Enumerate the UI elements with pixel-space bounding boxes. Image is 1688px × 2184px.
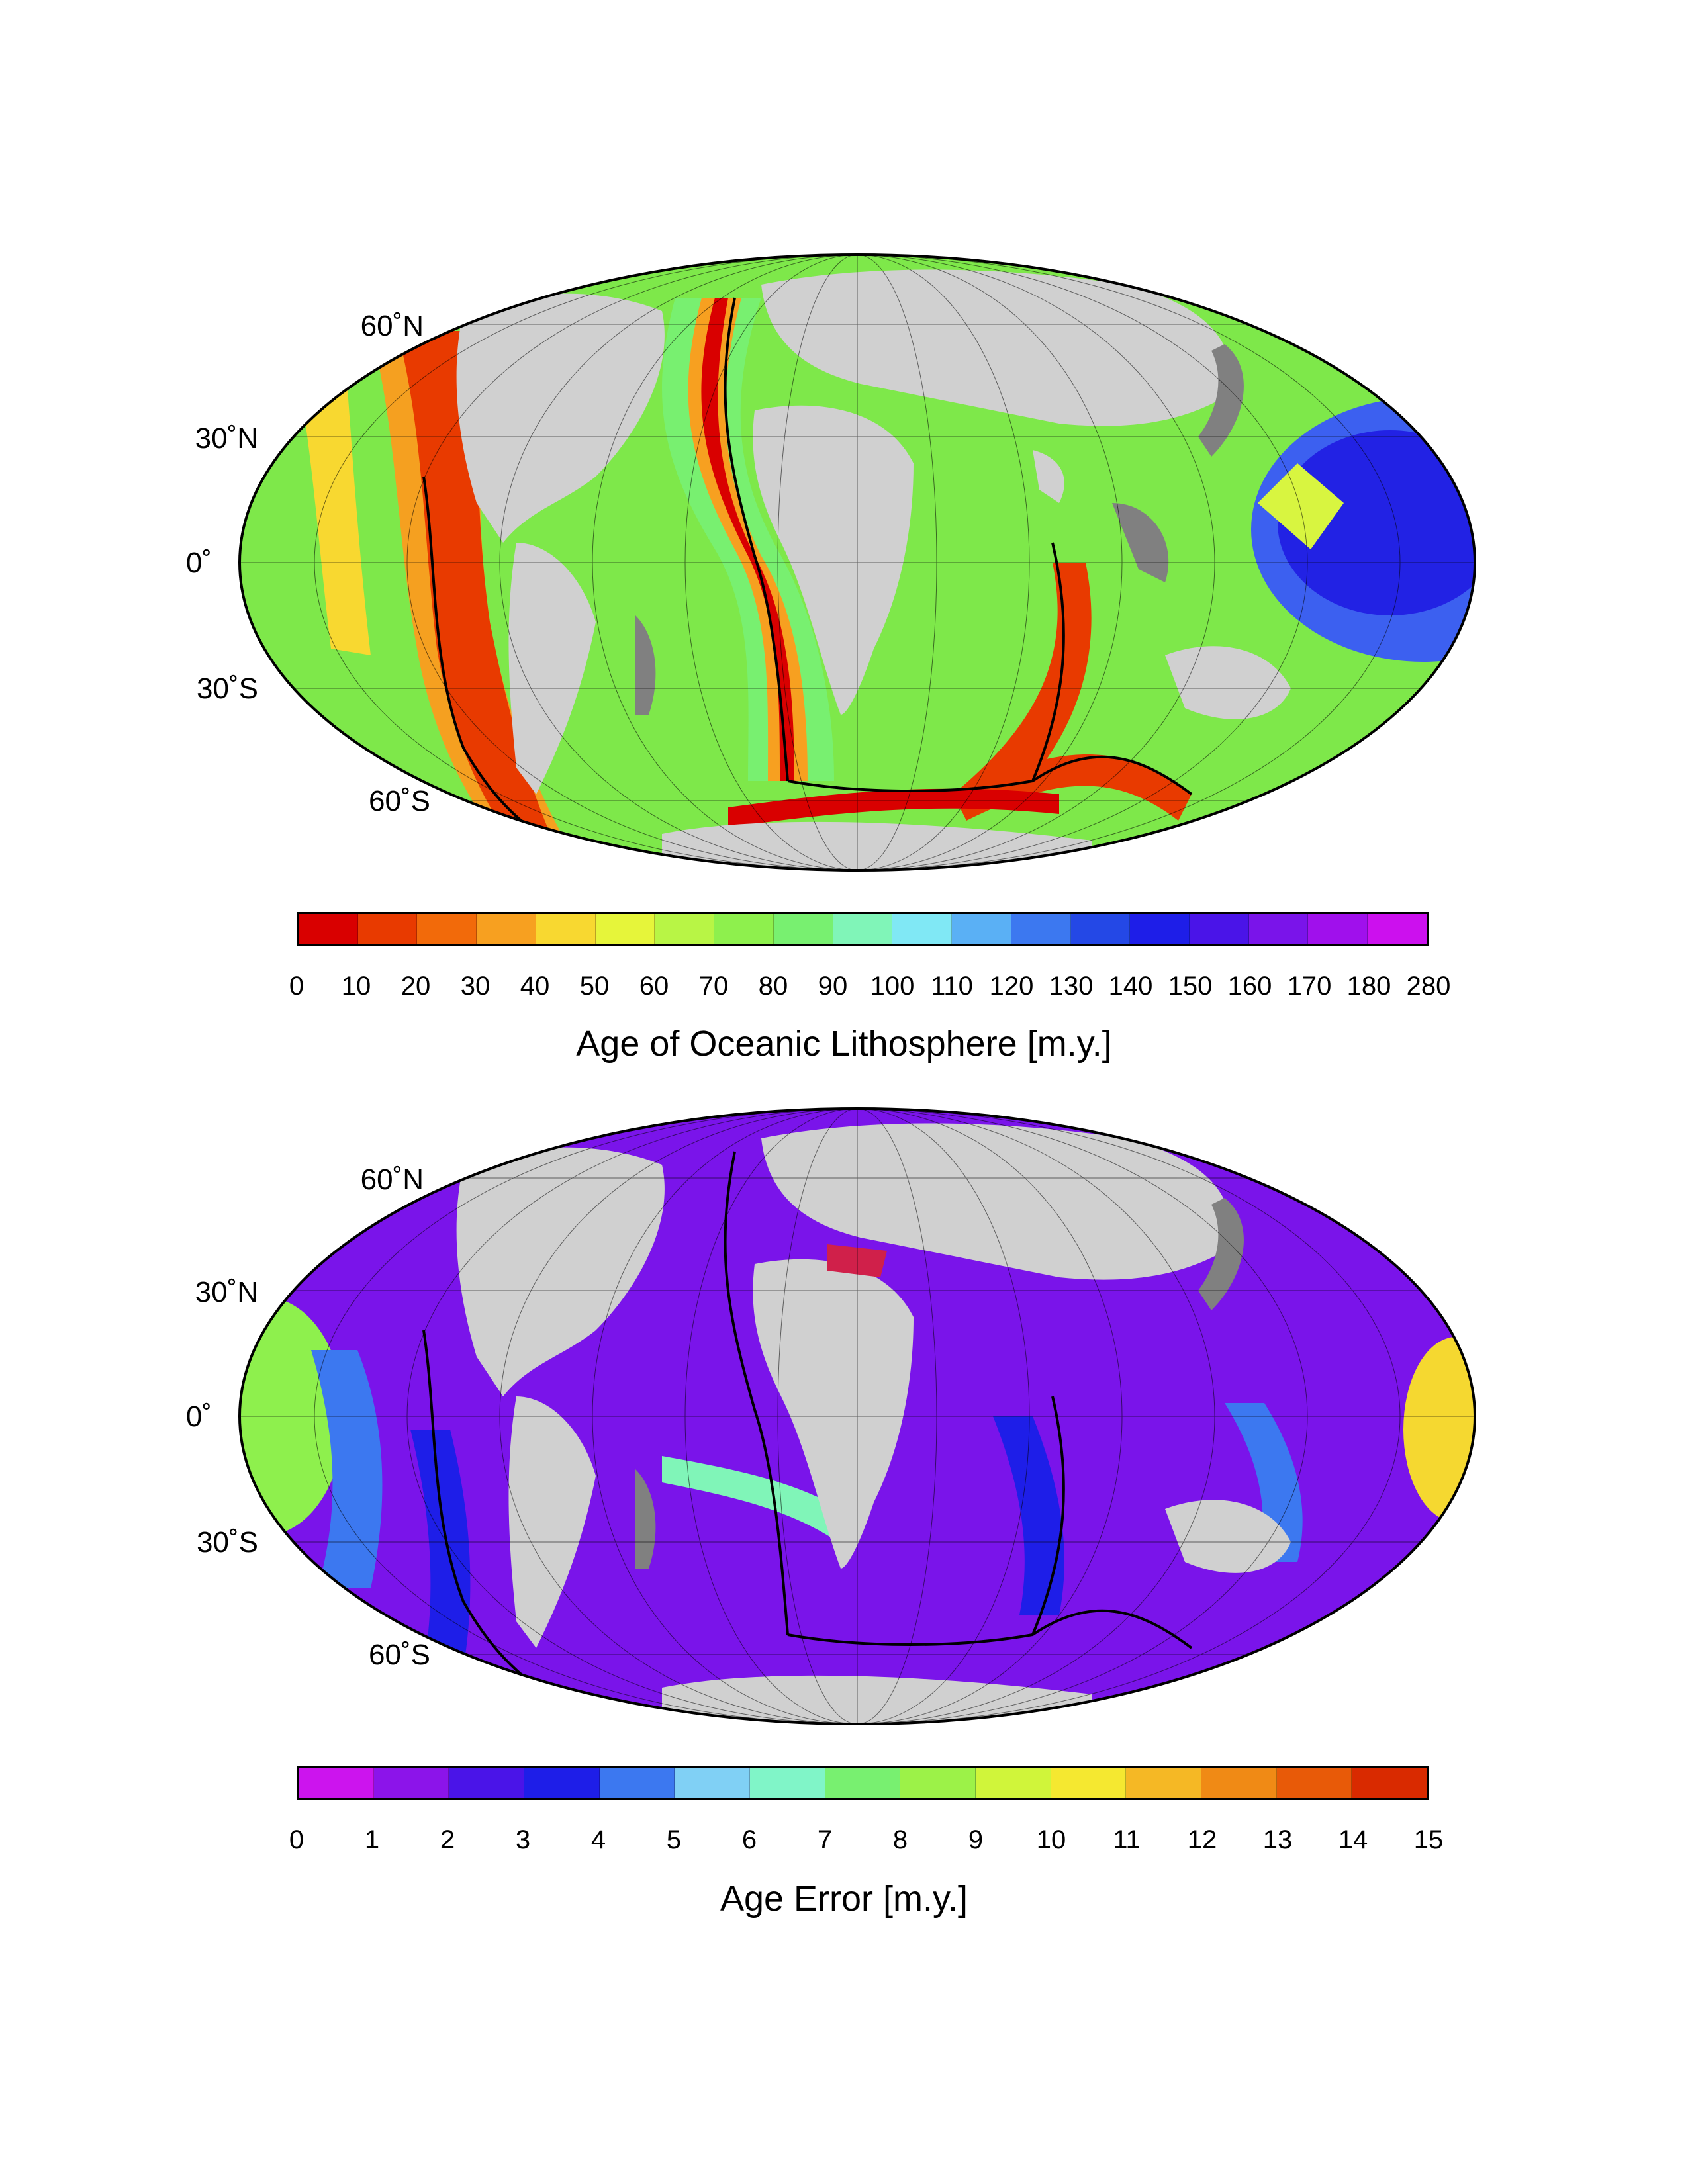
error-map (238, 1107, 1476, 1725)
age-colorbar-title: Age of Oceanic Lithosphere [m.y.] (576, 1024, 1112, 1064)
age-colorbar-segment (892, 914, 953, 944)
error-panel: 60˚N 30˚N 0˚ 30˚S 60˚S 0 1 2 3 4 5 6 7 8 9 10 11 12 1… (0, 1085, 1688, 2184)
age-colorbar-segment (833, 914, 893, 944)
age-colorbar-segment (1248, 914, 1309, 944)
error-colorbar-tick-label: 2 (440, 1825, 455, 1854)
age-colorbar-segment (1308, 914, 1368, 944)
age-colorbar-tick-label: 20 (400, 972, 431, 1001)
error-colorbar-tick-label: 11 (1113, 1825, 1141, 1854)
error-colorbar-segment (675, 1768, 751, 1798)
age-colorbar-segment (595, 914, 655, 944)
error-colorbar-ticks: 0 1 2 3 4 5 6 7 8 9 10 11 12 13 14 15 (289, 1825, 1443, 1865)
error-colorbar-segment (1276, 1768, 1352, 1798)
error-colorbar-tick-label: 9 (968, 1825, 984, 1854)
error-colorbar-tick-label: 14 (1338, 1825, 1368, 1854)
error-colorbar-tick-label: 4 (590, 1825, 606, 1854)
error-lat-label-60n: 60˚N (360, 1163, 424, 1196)
error-colorbar-segment (599, 1768, 675, 1798)
error-colorbar-title: Age Error [m.y.] (720, 1879, 968, 1919)
error-colorbar-tick-label: 10 (1036, 1825, 1066, 1854)
age-colorbar-segment (536, 914, 596, 944)
age-colorbar-tick-label: 60 (639, 972, 669, 1001)
age-colorbar-tick-label: 110 (931, 972, 973, 1001)
age-lat-label-0: 0˚ (185, 547, 212, 579)
age-colorbar-segment (1130, 914, 1190, 944)
age-panel: 60˚N 30˚N 0˚ 30˚S 60˚S 0 10 20 30 40 50 60 70 80… (0, 0, 1688, 1085)
age-colorbar-segment (1190, 914, 1249, 944)
error-colorbar-segment (750, 1768, 825, 1798)
error-colorbar-tick-label: 1 (364, 1825, 380, 1854)
error-colorbar-segment (1126, 1768, 1202, 1798)
error-colorbar-tick-label: 15 (1413, 1825, 1444, 1854)
age-colorbar-segment (357, 914, 418, 944)
age-map (238, 253, 1476, 872)
age-colorbar-ticks: 0 10 20 30 40 50 60 70 80 90 100 110 120 130 140 150 160… (289, 972, 1451, 1011)
age-colorbar-segment (417, 914, 477, 944)
age-colorbar-tick-label: 90 (818, 972, 848, 1001)
age-colorbar-tick-label: 280 (1406, 972, 1451, 1001)
age-colorbar-segment (952, 914, 1011, 944)
age-colorbar-segment (773, 914, 833, 944)
age-colorbar-tick-label: 130 (1049, 972, 1094, 1001)
age-colorbar-tick-label: 120 (989, 972, 1034, 1001)
error-lat-label-0: 0˚ (185, 1400, 212, 1433)
age-colorbar-segment (299, 914, 358, 944)
age-colorbar-tick-label: 140 (1108, 972, 1153, 1001)
error-colorbar-segment (900, 1768, 976, 1798)
age-colorbar-tick-label: 10 (341, 972, 371, 1001)
error-colorbar-tick-label: 13 (1262, 1825, 1293, 1854)
age-colorbar-tick-label: 30 (460, 972, 491, 1001)
age-lat-label-30s: 30˚S (197, 672, 258, 705)
age-colorbar-segment (1368, 914, 1427, 944)
error-colorbar-tick-label: 3 (515, 1825, 531, 1854)
error-colorbar-tick-label: 8 (892, 1825, 908, 1854)
age-colorbar-tick-label: 150 (1168, 972, 1213, 1001)
error-colorbar-segment (1051, 1768, 1127, 1798)
age-colorbar-segment (1070, 914, 1131, 944)
age-lat-label-30n: 30˚N (195, 422, 258, 455)
age-colorbar-tick-label: 40 (520, 972, 550, 1001)
error-colorbar-tick-label: 0 (289, 1825, 305, 1854)
error-colorbar-segment (1352, 1768, 1427, 1798)
age-lat-label-60n: 60˚N (360, 310, 424, 342)
error-colorbar-segment (299, 1768, 374, 1798)
age-colorbar-tick-label: 180 (1346, 972, 1391, 1001)
error-colorbar-tick-label: 5 (666, 1825, 682, 1854)
age-colorbar-tick-label: 80 (758, 972, 788, 1001)
age-colorbar-segment (477, 914, 536, 944)
error-colorbar-segment (825, 1768, 901, 1798)
age-colorbar-tick-label: 170 (1287, 972, 1332, 1001)
age-colorbar-tick-label: 70 (698, 972, 729, 1001)
error-colorbar-tick-label: 12 (1187, 1825, 1217, 1854)
error-colorbar (297, 1766, 1429, 1800)
error-colorbar-segment (1201, 1768, 1277, 1798)
age-colorbar-tick-label: 100 (870, 972, 915, 1001)
age-colorbar-tick-label: 50 (579, 972, 610, 1001)
error-lat-label-30s: 30˚S (197, 1526, 258, 1559)
error-lat-label-60s: 60˚S (369, 1639, 430, 1671)
error-colorbar-segment (524, 1768, 600, 1798)
error-colorbar-segment (976, 1768, 1051, 1798)
age-colorbar-segment (1011, 914, 1071, 944)
age-colorbar-segment (655, 914, 715, 944)
error-colorbar-segment (449, 1768, 525, 1798)
error-colorbar-tick-label: 6 (741, 1825, 757, 1854)
age-colorbar-tick-label: 0 (289, 972, 305, 1001)
error-colorbar-segment (373, 1768, 449, 1798)
error-lat-label-30n: 30˚N (195, 1276, 258, 1308)
age-lat-label-60s: 60˚S (369, 785, 430, 817)
age-colorbar (297, 912, 1429, 946)
age-colorbar-segment (714, 914, 774, 944)
error-colorbar-tick-label: 7 (817, 1825, 833, 1854)
age-colorbar-tick-label: 160 (1227, 972, 1272, 1001)
